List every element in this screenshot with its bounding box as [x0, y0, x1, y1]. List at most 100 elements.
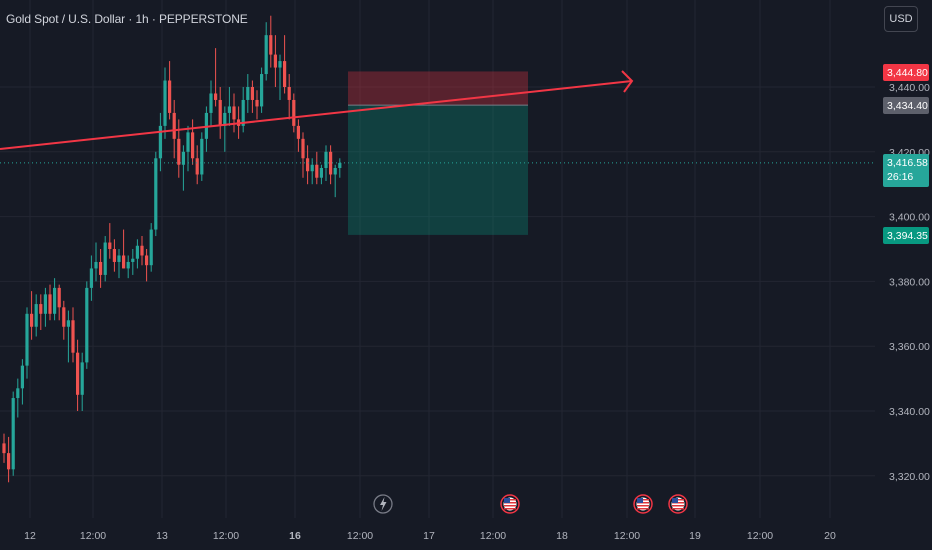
- candle[interactable]: [122, 229, 126, 269]
- candle[interactable]: [39, 294, 43, 330]
- candle[interactable]: [214, 48, 218, 107]
- candle[interactable]: [57, 284, 61, 321]
- candle[interactable]: [264, 22, 268, 81]
- candle[interactable]: [181, 145, 185, 191]
- current-price-label-bg: [883, 154, 929, 187]
- candle[interactable]: [94, 242, 98, 282]
- price-axis[interactable]: 3,320.00 3,340.00 3,360.00 3,380.00 3,400.00…: [883, 64, 930, 483]
- candle[interactable]: [112, 239, 116, 272]
- candle[interactable]: [53, 278, 57, 321]
- candle[interactable]: [30, 291, 34, 340]
- candle[interactable]: [200, 132, 204, 181]
- candle[interactable]: [20, 359, 24, 405]
- candle-body: [48, 294, 52, 314]
- candle[interactable]: [154, 151, 158, 237]
- take-profit-zone[interactable]: [348, 105, 528, 235]
- candle[interactable]: [99, 249, 103, 288]
- candle[interactable]: [66, 310, 70, 363]
- candle-body: [94, 261, 98, 269]
- candle[interactable]: [163, 67, 167, 139]
- candle[interactable]: [131, 249, 135, 275]
- candle[interactable]: [34, 294, 38, 337]
- candle[interactable]: [223, 106, 227, 152]
- trendline-drawing[interactable]: [0, 70, 634, 150]
- candle[interactable]: [338, 158, 342, 178]
- currency-button[interactable]: USD: [884, 6, 918, 32]
- candle[interactable]: [269, 15, 273, 68]
- candle[interactable]: [2, 433, 6, 463]
- candle[interactable]: [172, 99, 176, 159]
- candle[interactable]: [191, 119, 195, 165]
- candle[interactable]: [48, 284, 52, 321]
- us-flag-icon[interactable]: [668, 494, 688, 514]
- candle[interactable]: [168, 61, 172, 120]
- candle[interactable]: [241, 87, 245, 133]
- candle[interactable]: [135, 239, 139, 269]
- candle[interactable]: [103, 236, 107, 282]
- candle[interactable]: [246, 74, 250, 113]
- time-axis[interactable]: 12 12:00 13 12:00 16 12:00 17 12:00 18 12:00 19 12:…: [24, 530, 836, 542]
- candle[interactable]: [11, 391, 15, 476]
- candle[interactable]: [273, 35, 277, 87]
- candle[interactable]: [76, 339, 80, 411]
- candle[interactable]: [315, 151, 319, 185]
- time-tick-label: 17: [423, 530, 435, 542]
- lightning-icon[interactable]: [373, 494, 393, 514]
- candle[interactable]: [227, 87, 231, 126]
- candle[interactable]: [80, 352, 84, 411]
- candle[interactable]: [287, 74, 291, 120]
- flag-stripe: [504, 505, 516, 507]
- candle[interactable]: [250, 80, 254, 113]
- candle[interactable]: [209, 80, 213, 126]
- candle-body: [149, 229, 153, 266]
- candle[interactable]: [89, 255, 93, 301]
- candle[interactable]: [306, 145, 310, 185]
- candle[interactable]: [16, 378, 20, 418]
- lightning-glyph: [380, 497, 387, 511]
- candle[interactable]: [186, 125, 190, 172]
- candle[interactable]: [158, 112, 162, 172]
- candle[interactable]: [140, 236, 144, 266]
- candle[interactable]: [292, 93, 296, 133]
- candle[interactable]: [283, 35, 287, 94]
- candle[interactable]: [195, 145, 199, 185]
- candle-body: [103, 242, 107, 275]
- candle-body: [131, 258, 135, 262]
- candle[interactable]: [218, 87, 222, 139]
- time-tick-label: 12:00: [614, 530, 640, 542]
- candle[interactable]: [296, 119, 300, 152]
- candle[interactable]: [324, 145, 328, 181]
- candle-body: [177, 138, 181, 165]
- candle[interactable]: [117, 249, 121, 279]
- candle[interactable]: [7, 436, 11, 483]
- candle[interactable]: [108, 223, 112, 259]
- event-markers[interactable]: [373, 494, 688, 514]
- candle[interactable]: [278, 54, 282, 100]
- candle[interactable]: [126, 255, 130, 279]
- candle[interactable]: [333, 164, 337, 198]
- stop-loss-zone[interactable]: [348, 71, 528, 106]
- us-flag-icon[interactable]: [500, 494, 520, 514]
- trendline[interactable]: [0, 80, 633, 150]
- candle[interactable]: [260, 67, 264, 113]
- short-position-tool[interactable]: [348, 71, 528, 235]
- candle[interactable]: [85, 281, 89, 369]
- candle[interactable]: [232, 93, 236, 133]
- candle[interactable]: [62, 300, 66, 340]
- candle[interactable]: [149, 223, 153, 272]
- us-flag-icon[interactable]: [633, 494, 653, 514]
- candle[interactable]: [329, 145, 333, 185]
- candle[interactable]: [255, 90, 259, 120]
- candle[interactable]: [145, 249, 149, 282]
- candle[interactable]: [25, 307, 29, 379]
- candle[interactable]: [71, 307, 75, 363]
- candle[interactable]: [301, 132, 305, 178]
- candle[interactable]: [43, 287, 47, 327]
- candle-body: [278, 61, 282, 68]
- candle-body: [66, 320, 70, 327]
- candle-body: [255, 99, 259, 107]
- candle[interactable]: [319, 164, 323, 185]
